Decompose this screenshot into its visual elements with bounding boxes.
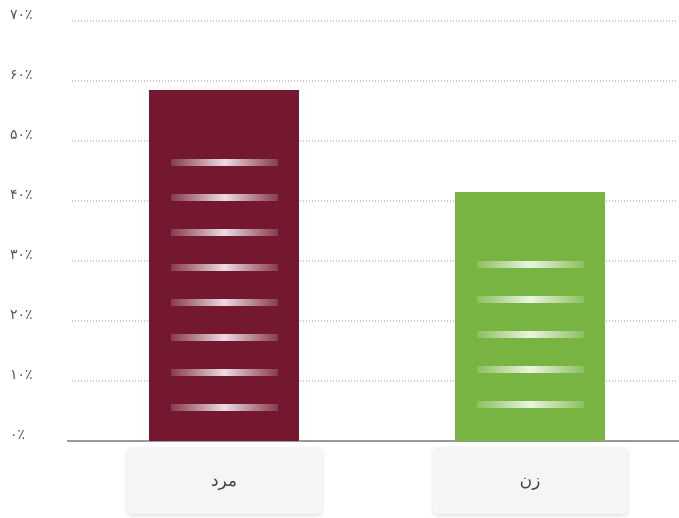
bar-stripe: [477, 366, 584, 373]
category-box: [127, 447, 322, 514]
bar-stripe: [477, 296, 584, 303]
bar-stripe: [171, 404, 278, 411]
y-tick-label: ۱۰٪: [10, 367, 33, 383]
bar-stripe: [171, 334, 278, 341]
bar-stripe: [477, 261, 584, 268]
bar-stripe: [477, 401, 584, 408]
x-tick-label: زن: [520, 471, 541, 491]
bar-stripe: [171, 369, 278, 376]
bar-stripe: [477, 331, 584, 338]
y-tick-label: ۰٪: [10, 427, 25, 443]
x-tick-label: مرد: [211, 471, 237, 491]
bar: [455, 192, 605, 441]
bar-stripe: [171, 194, 278, 201]
y-tick-label: ۲۰٪: [10, 307, 33, 323]
bar-stripe: [171, 264, 278, 271]
y-tick-label: ۴۰٪: [10, 187, 33, 203]
y-tick-label: ۵۰٪: [10, 127, 33, 143]
y-tick-label: ۷۰٪: [10, 7, 33, 23]
bar-stripe: [171, 229, 278, 236]
bar-stripe: [171, 159, 278, 166]
y-tick-label: ۳۰٪: [10, 247, 33, 263]
bar-stripe: [171, 299, 278, 306]
y-tick-label: ۶۰٪: [10, 67, 33, 83]
category-box: [433, 447, 628, 514]
